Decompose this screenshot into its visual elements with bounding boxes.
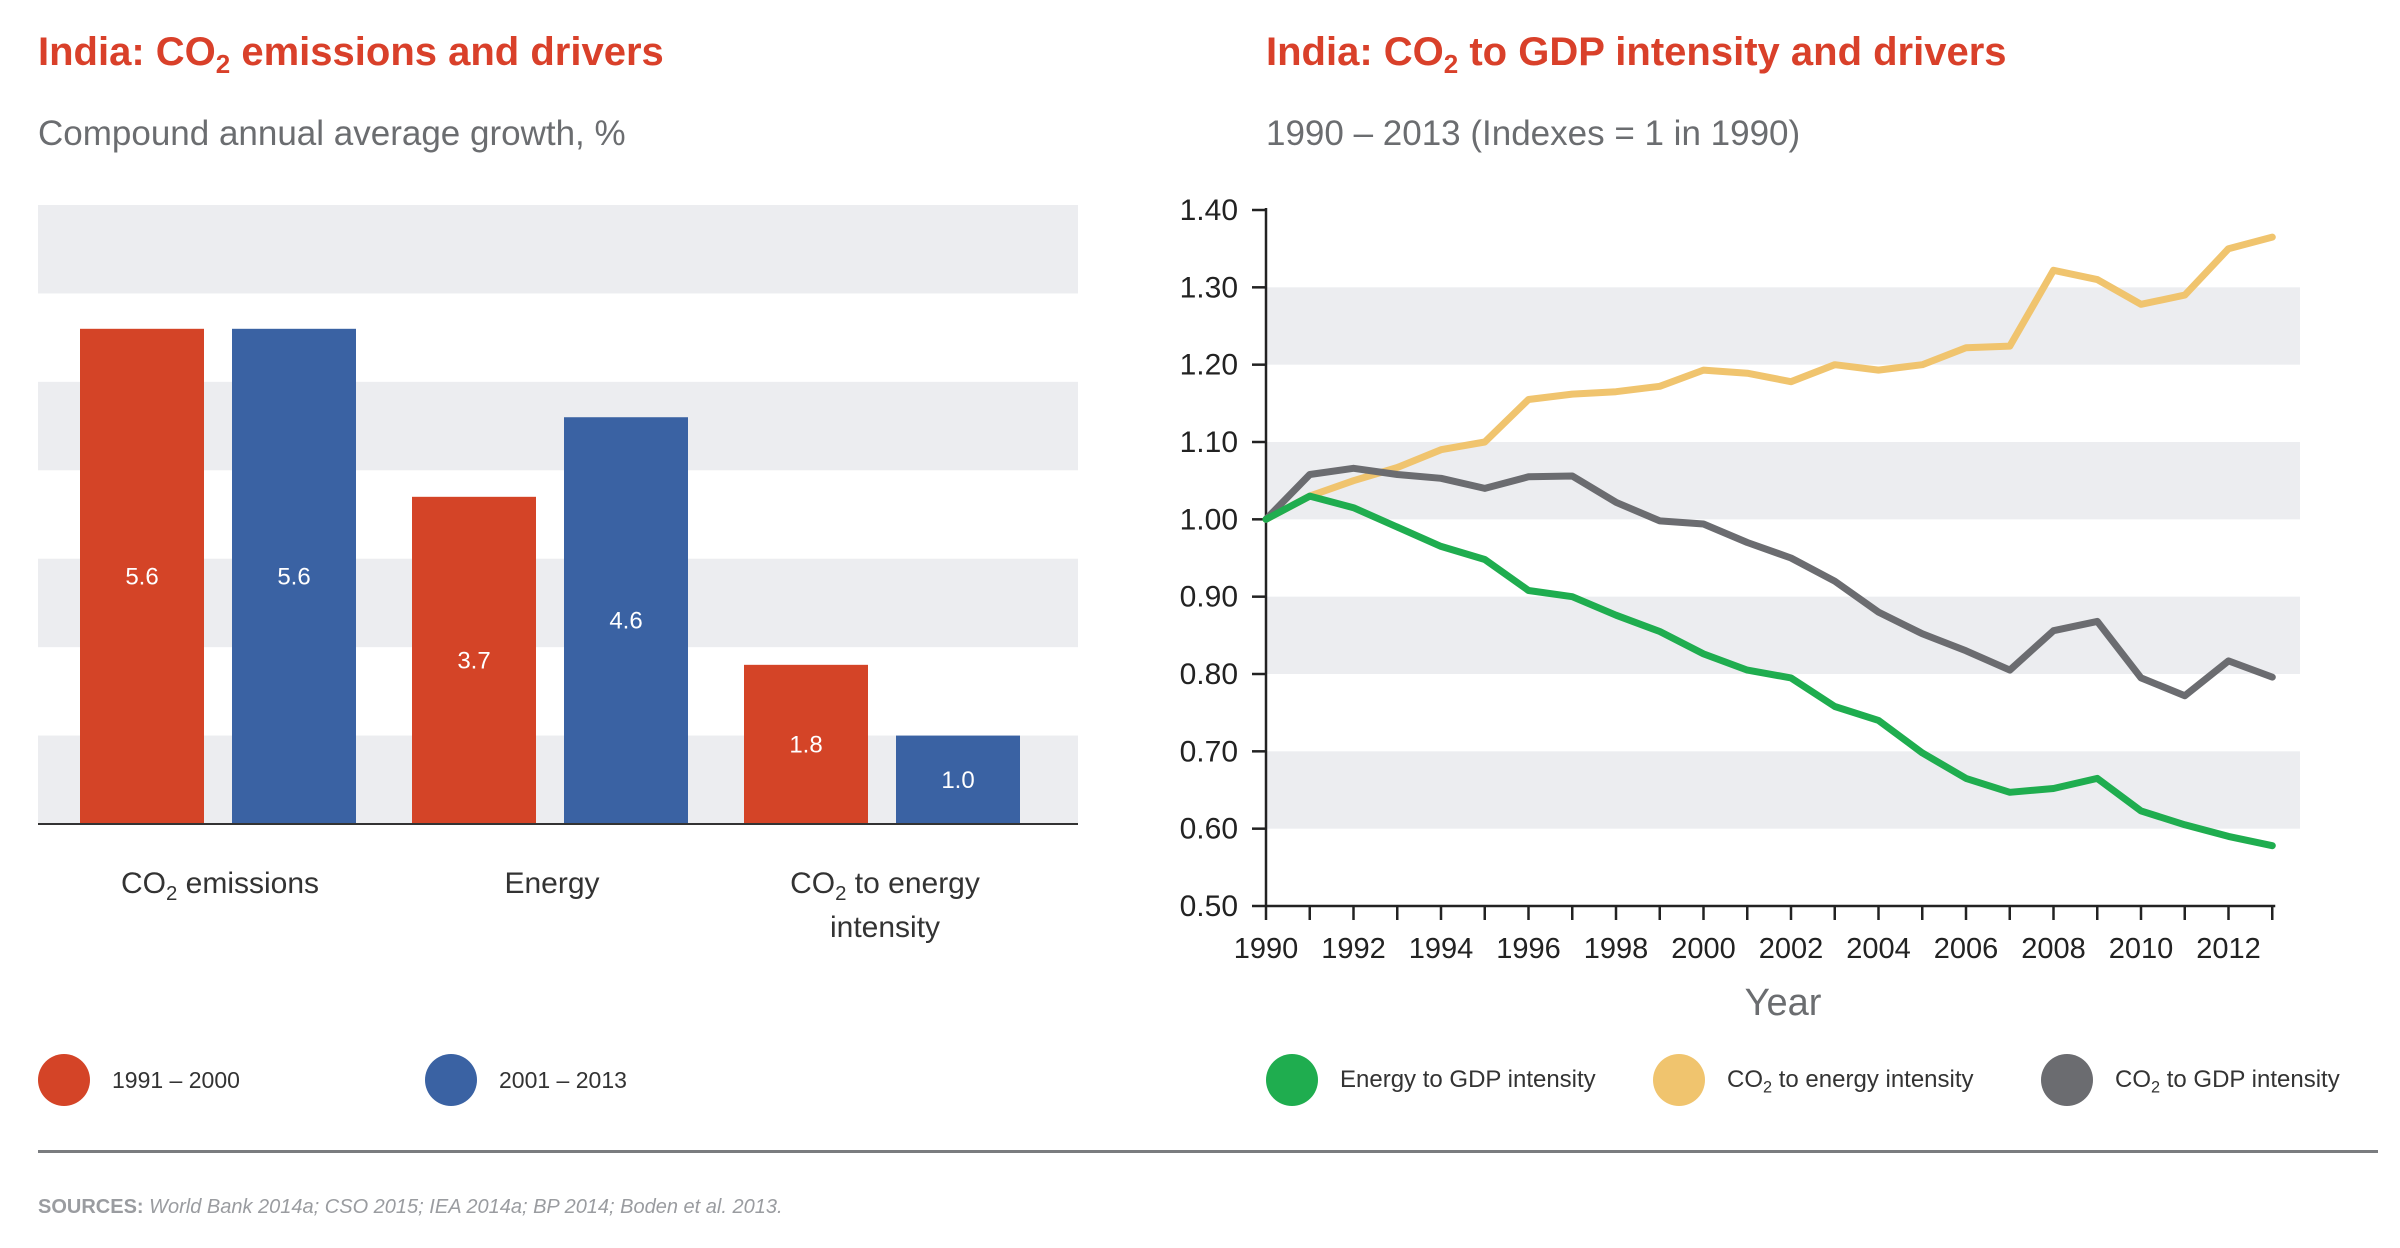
x-tick-label: 2000 [1671, 933, 1736, 965]
x-tick-label: 1992 [1321, 933, 1386, 965]
bar-value-label: 5.6 [125, 563, 158, 590]
x-tick-label: 2006 [1934, 933, 1999, 965]
bar-grid-band [38, 558, 1078, 648]
legend-item-energy-to-gdp: Energy to GDP intensity [1266, 1054, 1596, 1106]
right-title-sub: 2 [1443, 49, 1459, 79]
bar-value-label: 1.8 [789, 731, 822, 758]
line-grid-band [1266, 442, 2300, 520]
cat-2-pre: CO [790, 867, 836, 900]
bar-grid-bands [38, 205, 1078, 824]
bar-value-label: 5.6 [277, 563, 310, 590]
legend-2-sub: 2 [2151, 1078, 2161, 1097]
legend-label-co2-to-gdp: CO2 to GDP intensity [2115, 1066, 2340, 1097]
bar-1991-2000 [744, 664, 868, 824]
line-grid-band [1266, 751, 2300, 829]
right-panel-title: India: CO2 to GDP intensity and drivers [1266, 30, 2007, 77]
legend-item-co2-to-gdp: CO2 to GDP intensity [2041, 1054, 2340, 1106]
y-tick-label: 1.10 [1180, 426, 1238, 459]
bar-category-label-co2-emissions: CO2 emissions [80, 862, 360, 906]
legend-swatch-co2-to-energy [1653, 1054, 1705, 1106]
bar-2001-2013 [232, 328, 356, 824]
x-axis-title: Year [1745, 982, 1822, 1024]
legend-2-pre: CO [2115, 1066, 2151, 1093]
x-tick-label: 2010 [2109, 933, 2174, 965]
cat-2-post: to energy intensity [829, 867, 980, 944]
y-tick-label: 0.50 [1180, 890, 1238, 923]
series-line-energy-to-gdp [1262, 492, 2276, 850]
footer-divider [38, 1150, 2378, 1153]
y-tick-label: 0.60 [1180, 813, 1238, 846]
legend-swatch-2001-2013 [425, 1054, 477, 1106]
left-panel-subtitle: Compound annual average growth, % [38, 114, 626, 153]
legend-item-co2-to-energy: CO2 to energy intensity [1653, 1054, 1974, 1106]
bar-2001-2013 [564, 417, 688, 824]
series-line-co2-to-gdp [1262, 464, 2276, 700]
bar-1991-2000 [412, 496, 536, 824]
series-line-co2-to-energy [1262, 233, 2276, 523]
sources-note: SOURCES: World Bank 2014a; CSO 2015; IEA… [38, 1196, 783, 1219]
legend-label-1991-2000: 1991 – 2000 [112, 1066, 240, 1093]
y-tick-label: 0.80 [1180, 658, 1238, 691]
legend-1-sub: 2 [1763, 1078, 1773, 1097]
bar-grid-band [38, 381, 1078, 471]
x-tick-label: 2002 [1759, 933, 1824, 965]
bar-category-label-energy: Energy [412, 862, 692, 906]
x-tick-label: 1998 [1584, 933, 1649, 965]
bar-1991-2000 [80, 328, 204, 824]
legend-label-2001-2013: 2001 – 2013 [499, 1066, 627, 1093]
line-grid-bands [1266, 287, 2300, 829]
right-title-post: to GDP intensity and drivers [1458, 30, 2007, 74]
line-grid-band [1266, 596, 2300, 674]
legend-item-2001-2013: 2001 – 2013 [425, 1054, 627, 1106]
x-tick-label: 2012 [2196, 933, 2261, 965]
bar-value-label: 1.0 [941, 767, 974, 794]
bar-category-label-co2-to-energy: CO2 to energy intensity [745, 862, 1025, 950]
bar-value-label: 3.7 [457, 647, 490, 674]
cat-1-pre: Energy [504, 867, 600, 900]
y-tick-label: 1.30 [1180, 271, 1238, 304]
y-tick-label: 1.00 [1180, 503, 1238, 536]
legend-swatch-1991-2000 [38, 1054, 90, 1106]
y-tick-label: 1.40 [1180, 194, 1238, 227]
line-chart: 0.50 0.60 0.70 0.80 0.90 1.00 1.10 1.20 1.30 1.40… [1180, 194, 2300, 1024]
x-tick-label: 2008 [2021, 933, 2086, 965]
legend-item-1991-2000: 1991 – 2000 [38, 1054, 240, 1106]
right-panel-subtitle: 1990 – 2013 (Indexes = 1 in 1990) [1266, 114, 1801, 153]
left-panel-title: India: CO2 emissions and drivers [38, 30, 664, 77]
legend-0-pre: Energy to GDP intensity [1340, 1066, 1596, 1093]
left-title-sub: 2 [215, 49, 231, 79]
sources-label: SOURCES: [38, 1196, 144, 1218]
legend-swatch-co2-to-gdp [2041, 1054, 2093, 1106]
x-tick-label: 1990 [1234, 933, 1299, 965]
legend-1-post: to energy intensity [1772, 1066, 1974, 1093]
x-tick-label: 2004 [1846, 933, 1911, 965]
cat-0-pre: CO [120, 867, 166, 900]
y-tick-label: 1.20 [1180, 349, 1238, 382]
cat-0-post: emissions [177, 867, 320, 900]
right-title-pre: India: CO [1266, 30, 1444, 74]
line-axes [1252, 208, 2276, 920]
legend-2-post: to GDP intensity [2160, 1066, 2340, 1093]
legend-1-pre: CO [1727, 1066, 1763, 1093]
legend-label-co2-to-energy: CO2 to energy intensity [1727, 1066, 1974, 1097]
bar-value-label: 4.6 [609, 608, 642, 635]
cat-0-sub: 2 [165, 883, 178, 906]
bar-2001-2013 [896, 735, 1020, 824]
line-grid-band [1266, 287, 2300, 365]
legend-swatch-energy-to-gdp [1266, 1054, 1318, 1106]
left-title-post: emissions and drivers [230, 30, 664, 74]
sources-text: World Bank 2014a; CSO 2015; IEA 2014a; B… [143, 1196, 783, 1218]
x-tick-label: 1994 [1409, 933, 1474, 965]
left-title-pre: India: CO [38, 30, 216, 74]
x-tick-label: 1996 [1496, 933, 1561, 965]
legend-label-energy-to-gdp: Energy to GDP intensity [1340, 1066, 1596, 1094]
bar-grid-band [38, 205, 1078, 294]
cat-2-sub: 2 [835, 883, 847, 906]
bar-chart: 5.6 5.6 3.7 4.6 1.8 1.0 [38, 205, 1078, 825]
y-tick-label: 0.70 [1180, 735, 1238, 768]
y-tick-label: 0.90 [1180, 581, 1238, 614]
